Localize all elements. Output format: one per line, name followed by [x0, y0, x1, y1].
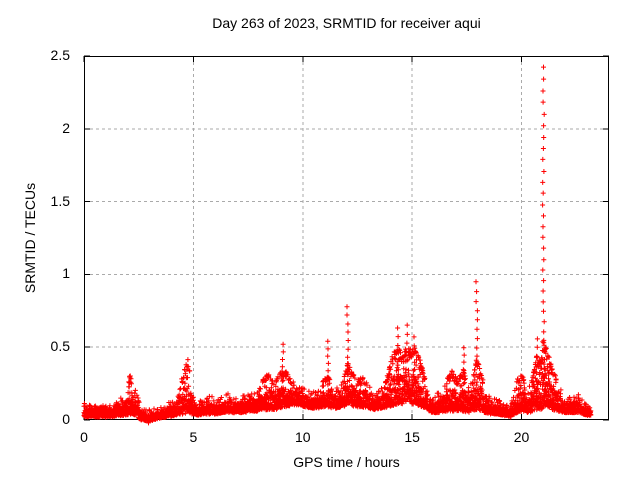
x-tick-label: 20	[513, 429, 530, 445]
x-tick-label: 0	[80, 429, 88, 445]
y-tick-label: 0.5	[50, 338, 70, 355]
y-tick-label: 0	[62, 411, 70, 427]
x-axis-label: GPS time / hours	[293, 454, 400, 470]
chart-title: Day 263 of 2023, SRMTID for receiver aqu…	[212, 15, 481, 31]
y-tick-label: 1.5	[50, 192, 70, 209]
x-tick-label: 5	[189, 429, 198, 445]
scatter-points	[81, 64, 594, 426]
x-tick-label: 15	[404, 429, 420, 445]
y-tick-label: 2	[62, 119, 70, 136]
plot-border	[84, 56, 609, 420]
y-tick-label: 2.5	[50, 47, 70, 63]
x-tick-label: 10	[294, 429, 311, 445]
y-tick-label: 1	[62, 265, 70, 282]
grid-lines	[84, 56, 609, 420]
